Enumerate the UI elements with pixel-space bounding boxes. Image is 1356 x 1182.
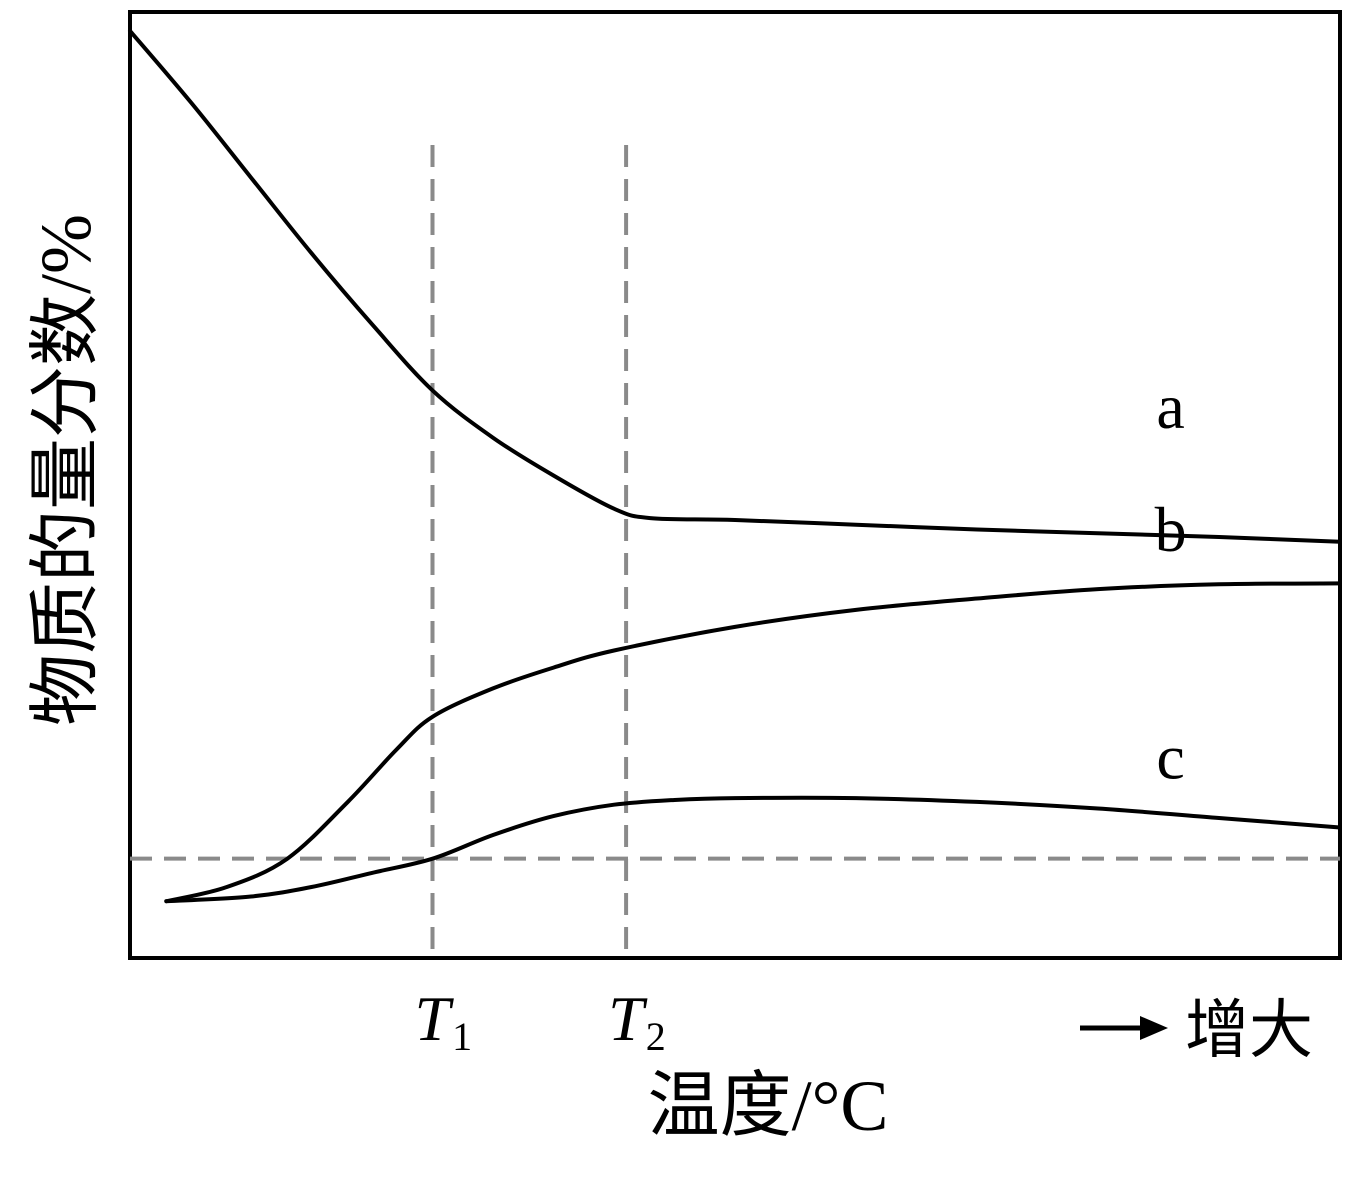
x-tick-subscript: 1 bbox=[452, 1014, 472, 1059]
x-direction-indicator: 增大 bbox=[1080, 995, 1313, 1066]
x-direction-arrow-head bbox=[1140, 1016, 1168, 1040]
x-tick-label-2: T2 bbox=[608, 983, 666, 1059]
series-label-b: b bbox=[1155, 494, 1187, 565]
x-tick-main: T bbox=[608, 983, 648, 1054]
series-line-b bbox=[164, 581, 1342, 904]
x-axis-label: 温度/°C bbox=[648, 1066, 889, 1146]
y-axis-label: 物质的量分数/% bbox=[26, 214, 106, 726]
series-group bbox=[128, 28, 1342, 904]
x-tick-labels: T1 T2 bbox=[415, 983, 666, 1059]
plot-frame bbox=[128, 10, 1342, 960]
x-tick-subscript: 2 bbox=[646, 1014, 666, 1059]
series-line-c bbox=[164, 795, 1342, 904]
series-label-c: c bbox=[1156, 721, 1184, 792]
x-direction-label: 增大 bbox=[1185, 995, 1313, 1066]
series-labels: ab c bbox=[1155, 371, 1187, 792]
x-tick-label-1: T1 bbox=[415, 983, 473, 1059]
series-label-a: a bbox=[1156, 371, 1184, 442]
series-line-a bbox=[128, 28, 1342, 544]
x-tick-main: T bbox=[415, 983, 455, 1054]
